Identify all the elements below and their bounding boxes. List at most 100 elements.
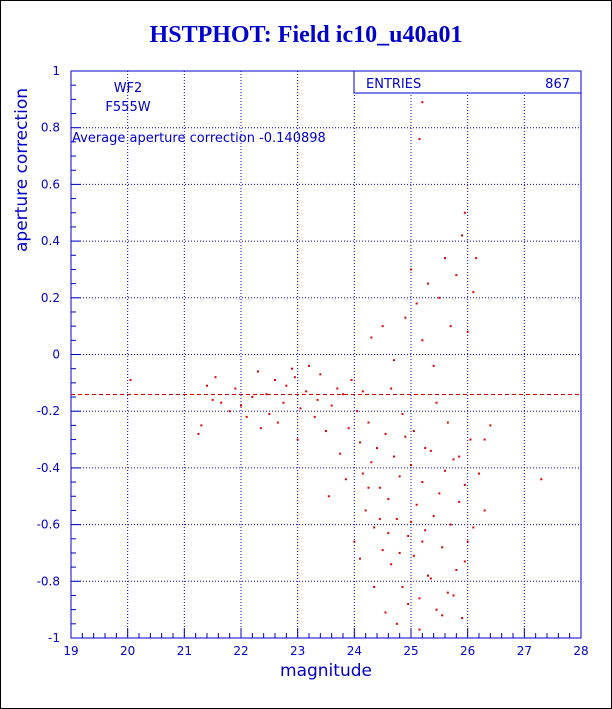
data-point: [398, 475, 401, 478]
y-tick-label: 0.8: [41, 121, 60, 135]
x-tick-label: 22: [233, 644, 248, 658]
data-point: [381, 325, 384, 328]
data-point: [463, 483, 466, 486]
data-point: [441, 546, 444, 549]
y-tick-label: -0.6: [37, 518, 60, 532]
data-point: [356, 410, 359, 413]
data-point: [393, 455, 395, 458]
data-point: [367, 486, 370, 489]
data-point: [376, 447, 378, 450]
data-point: [353, 540, 356, 543]
data-point: [387, 532, 390, 535]
x-tick-label: 19: [63, 644, 78, 658]
data-point: [427, 574, 429, 577]
x-axis: 19 20 21 22 23 24 25 26 27 28: [63, 628, 589, 658]
data-point: [234, 387, 237, 390]
y-tick-label: 0.2: [41, 291, 60, 305]
data-point: [370, 336, 373, 339]
data-point: [452, 594, 455, 597]
y-tick-label: 1: [52, 64, 60, 78]
data-point: [206, 384, 208, 387]
data-point: [367, 421, 370, 424]
stats-entries-label: ENTRIES: [366, 77, 421, 92]
data-point: [330, 404, 333, 407]
data-point: [316, 398, 319, 401]
data-point: [325, 430, 327, 433]
data-point: [211, 398, 214, 401]
data-point: [296, 438, 299, 441]
y-axis: -1 -0.8 -0.6 -0.4 -0.2 0 0.2 0.4 0.6 0.8 1: [37, 64, 81, 645]
data-point: [282, 401, 285, 404]
data-point: [421, 481, 424, 484]
data-point: [327, 495, 330, 498]
data-point: [429, 449, 432, 452]
grid: [71, 71, 581, 638]
data-point: [435, 401, 438, 404]
data-point: [373, 526, 376, 529]
data-point: [390, 387, 393, 390]
data-point: [342, 393, 344, 396]
data-point: [220, 401, 223, 404]
data-point: [455, 568, 458, 571]
data-point: [274, 379, 276, 382]
data-point: [401, 585, 404, 588]
data-point: [268, 413, 271, 416]
data-point: [429, 577, 432, 580]
data-point: [458, 455, 461, 458]
y-tick-label: -0.2: [37, 404, 60, 418]
data-point: [293, 376, 296, 379]
data-point: [421, 101, 424, 104]
data-point: [540, 478, 543, 481]
data-point: [240, 404, 242, 407]
y-tick-label: 0: [52, 348, 60, 362]
data-point: [446, 591, 449, 594]
data-point: [336, 387, 339, 390]
data-point: [438, 492, 441, 495]
data-point: [129, 379, 132, 382]
data-point: [410, 464, 412, 467]
data-point: [489, 424, 492, 427]
x-tick-label: 27: [517, 644, 532, 658]
data-point: [361, 390, 364, 393]
data-point: [381, 549, 384, 552]
data-point: [339, 452, 342, 455]
data-point: [245, 415, 248, 418]
data-point: [251, 396, 254, 399]
data-point: [427, 282, 429, 285]
data-point: [347, 427, 350, 430]
data-point: [197, 432, 200, 435]
data-point: [483, 438, 486, 441]
data-point: [444, 469, 446, 472]
data-point: [359, 441, 361, 444]
data-point: [472, 291, 475, 294]
data-point: [455, 274, 458, 277]
data-point: [418, 138, 421, 141]
data-point: [432, 364, 435, 367]
data-point: [472, 526, 475, 529]
data-point: [387, 498, 390, 501]
data-point: [452, 458, 455, 461]
data-point: [378, 517, 381, 520]
data-point: [308, 364, 310, 367]
data-point: [435, 608, 438, 611]
x-tick-label: 24: [347, 644, 362, 658]
data-point: [265, 393, 268, 396]
data-point: [395, 517, 398, 520]
data-point: [446, 421, 449, 424]
chart-title: HSTPHOT: Field ic10_u40a01: [149, 22, 463, 48]
data-point: [350, 379, 353, 382]
data-point: [478, 472, 480, 475]
data-point: [466, 540, 469, 543]
data-point: [458, 500, 461, 503]
y-tick-label: 0.4: [41, 234, 60, 248]
data-point: [378, 486, 381, 489]
data-point: [200, 424, 203, 427]
filter-label: F555W: [105, 100, 150, 115]
data-point: [257, 370, 259, 373]
data-point: [449, 325, 452, 328]
data-point: [412, 430, 415, 433]
x-axis-label: magnitude: [280, 661, 372, 681]
data-point: [418, 628, 421, 631]
data-point: [410, 268, 412, 271]
